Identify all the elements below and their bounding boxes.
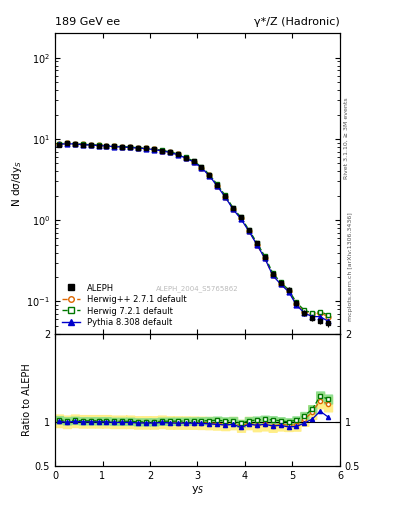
Y-axis label: N dσ/dy$_S$: N dσ/dy$_S$ <box>9 160 24 207</box>
Text: ALEPH_2004_S5765862: ALEPH_2004_S5765862 <box>156 285 239 292</box>
Text: γ*/Z (Hadronic): γ*/Z (Hadronic) <box>254 17 340 27</box>
X-axis label: y$_S$: y$_S$ <box>191 483 204 496</box>
Text: 189 GeV ee: 189 GeV ee <box>55 17 120 27</box>
Y-axis label: Ratio to ALEPH: Ratio to ALEPH <box>22 364 32 436</box>
Text: Rivet 3.1.10, ≥ 3M events: Rivet 3.1.10, ≥ 3M events <box>344 97 349 179</box>
Legend: ALEPH, Herwig++ 2.7.1 default, Herwig 7.2.1 default, Pythia 8.308 default: ALEPH, Herwig++ 2.7.1 default, Herwig 7.… <box>59 281 189 330</box>
Text: mcplots.cern.ch [arXiv:1306.3436]: mcplots.cern.ch [arXiv:1306.3436] <box>348 212 353 321</box>
